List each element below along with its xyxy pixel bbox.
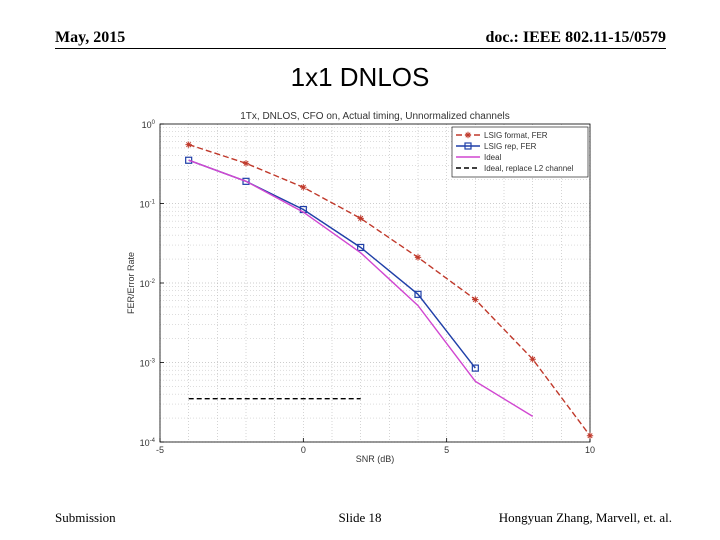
- header-date: May, 2015: [55, 29, 126, 46]
- chart-title: 1Tx, DNLOS, CFO on, Actual timing, Unnor…: [240, 111, 510, 122]
- x-tick-label: 5: [444, 445, 449, 455]
- legend-label: LSIG format, FER: [484, 131, 548, 140]
- series-line: [188, 159, 476, 369]
- y-tick-label: 10-2: [140, 279, 156, 289]
- header-divider: [55, 48, 666, 49]
- y-tick-label: 10-4: [140, 438, 156, 448]
- y-tick-label: 100: [142, 120, 156, 130]
- data-point: [357, 243, 365, 252]
- series-0: [185, 141, 594, 439]
- error-rate-chart: 1Tx, DNLOS, CFO on, Actual timing, Unnor…: [126, 111, 595, 464]
- chart-legend: LSIG format, FER LSIG rep, FER Ideal Ideal,…: [451, 126, 589, 178]
- series-layer: [185, 141, 594, 439]
- x-tick-label: 0: [301, 445, 306, 455]
- legend-label: LSIG rep, FER: [484, 142, 537, 151]
- slide-title: 1x1 DNLOS: [290, 62, 430, 92]
- footer-slide-number: Slide 18: [338, 510, 382, 525]
- series-2: [188, 159, 534, 417]
- header-doc-id: doc.: IEEE 802.11-15/0579: [485, 29, 666, 46]
- footer-authors: Hongyuan Zhang, Marvell, et. al.: [498, 510, 672, 525]
- data-point: [185, 156, 193, 164]
- data-point: [471, 364, 479, 372]
- data-point: [242, 160, 250, 167]
- data-point: [414, 254, 422, 261]
- axis-ticks: -5 0 5 10 10-4 10-3 10-2 10-1 100: [140, 120, 595, 455]
- data-point: [357, 215, 364, 222]
- y-tick-label: 10-3: [140, 359, 156, 369]
- series-1: [185, 156, 479, 372]
- data-point: [472, 296, 479, 303]
- y-axis-label: FER/Error Rate: [126, 252, 136, 314]
- legend-label: Ideal: [484, 153, 502, 162]
- legend-label: Ideal, replace L2 channel: [484, 164, 574, 173]
- series-line: [188, 143, 591, 437]
- series-line: [188, 159, 534, 417]
- x-tick-label: 10: [585, 445, 595, 455]
- data-point: [529, 356, 536, 363]
- footer-submission: Submission: [55, 510, 116, 525]
- data-point: [464, 142, 472, 150]
- data-point: [464, 131, 472, 139]
- data-point: [300, 184, 307, 191]
- data-point: [586, 432, 594, 439]
- x-axis-label: SNR (dB): [356, 454, 395, 464]
- data-point: [242, 177, 250, 185]
- data-point: [414, 290, 422, 298]
- data-point: [185, 141, 192, 148]
- x-tick-label: -5: [156, 445, 164, 455]
- y-tick-label: 10-1: [140, 200, 156, 210]
